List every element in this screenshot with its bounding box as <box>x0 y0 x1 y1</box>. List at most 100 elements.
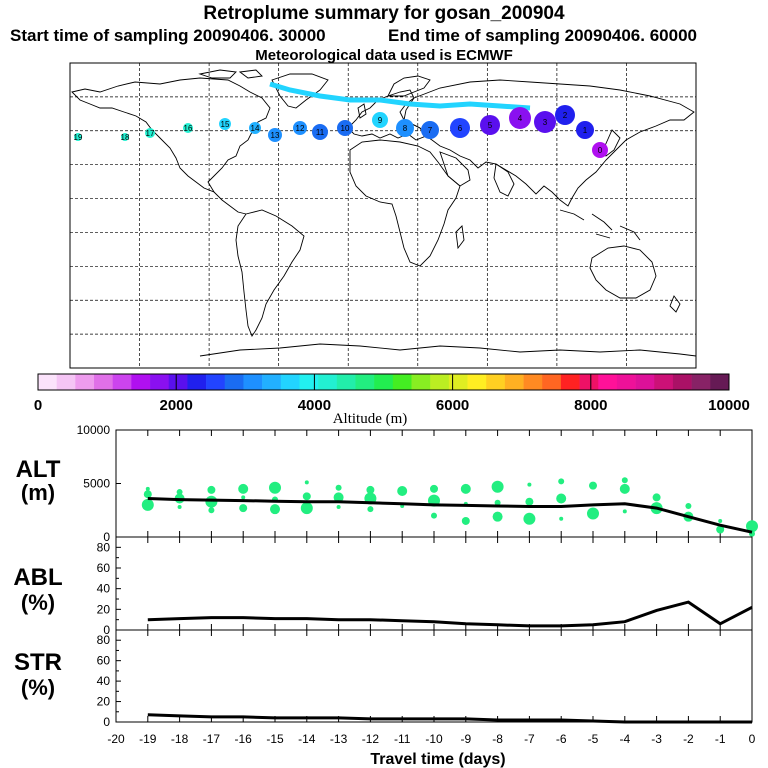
colorbar-swatch <box>336 374 356 390</box>
altitude-scatter-point <box>525 497 534 506</box>
altitude-scatter-point <box>367 506 374 513</box>
colorbar-label: Altitude (m) <box>333 411 408 427</box>
xtick-label: 0 <box>749 732 756 746</box>
str-ytick-label: 20 <box>97 695 111 709</box>
altitude-scatter-point <box>527 482 532 487</box>
altitude-scatter-point <box>397 485 408 496</box>
trajectory-point <box>576 121 594 139</box>
altitude-scatter-point <box>239 504 248 513</box>
colorbar-swatch <box>486 374 506 390</box>
coast-africa <box>349 139 461 267</box>
altitude-scatter-point <box>304 480 309 485</box>
coast-india <box>493 163 515 197</box>
altitude-scatter-point <box>141 498 154 511</box>
abl-ytick-label: 60 <box>97 561 111 575</box>
trajectory-point <box>121 133 129 141</box>
trajectory-point <box>396 119 414 137</box>
colorbar-swatch <box>280 374 300 390</box>
colorbar-swatch <box>523 374 543 390</box>
altitude-scatter-point <box>238 483 249 494</box>
xtick-label: -12 <box>362 732 380 746</box>
coast-scandinavia <box>387 75 431 97</box>
alt-ytick-label: 10000 <box>77 423 111 437</box>
colorbar-swatch <box>504 374 524 390</box>
coast-indonesia <box>559 209 641 241</box>
altitude-scatter-point <box>205 495 218 508</box>
altitude-scatter-point <box>622 509 627 514</box>
colorbar-swatch <box>150 374 170 390</box>
altitude-scatter-point <box>746 520 758 533</box>
trajectory-point <box>372 112 388 128</box>
colorbar-swatch <box>542 374 562 390</box>
trajectory-path-arctic <box>269 81 531 111</box>
xtick-label: -4 <box>619 732 630 746</box>
colorbar-swatch <box>374 374 394 390</box>
trajectory-point <box>145 128 155 138</box>
str-ytick-label: 0 <box>103 715 110 729</box>
alt-series-line <box>147 497 753 534</box>
trajectory-day-label: 18 <box>121 133 130 142</box>
altitude-colorbar: 0 2000 4000 6000 8000 10000 <box>34 373 750 414</box>
xtick-label: -16 <box>235 732 253 746</box>
colorbar-swatch <box>411 374 431 390</box>
altitude-scatter-point <box>208 507 215 514</box>
trajectory-point <box>183 123 193 133</box>
trajectory-day-label: 19 <box>74 133 83 142</box>
xtick-label: -2 <box>683 732 694 746</box>
colorbar-swatch <box>206 374 226 390</box>
trajectory-point <box>312 124 328 140</box>
trajectory-day-label: 17 <box>146 129 155 138</box>
abl-panel-unit: (%) <box>21 590 55 615</box>
altitude-scatter-point <box>716 525 725 534</box>
colorbar-swatch <box>131 374 151 390</box>
trajectory-point <box>268 128 282 142</box>
xtick-label: -11 <box>394 732 411 746</box>
altitude-scatter-point <box>302 492 311 501</box>
colorbar-swatch <box>430 374 450 390</box>
altitude-scatter-point <box>587 507 599 520</box>
colorbar-swatch <box>168 374 188 390</box>
end-time-label: End time of sampling 20090406. 60000 <box>388 26 697 45</box>
abl-panel: 80 60 40 20 0 <box>97 536 753 637</box>
altitude-scatter-point <box>556 493 567 504</box>
xtick-label: -8 <box>492 732 503 746</box>
trajectory-day-label: 2 <box>563 111 568 120</box>
trajectory-day-label: 9 <box>378 116 383 125</box>
trajectory-day-label: 11 <box>316 128 325 137</box>
trajectory-day-label: 3 <box>543 118 548 127</box>
trajectory-point <box>74 133 82 141</box>
altitude-scatter-point <box>460 483 471 494</box>
abl-panel-frame <box>115 536 753 631</box>
colorbar-swatch <box>224 374 244 390</box>
colorbar-swatch <box>672 374 692 390</box>
colorbar-swatch <box>467 374 487 390</box>
trajectory-point <box>509 107 531 129</box>
alt-panel: 10000 5000 0 <box>77 423 758 544</box>
alt-panel-unit: (m) <box>21 480 55 505</box>
colorbar-swatch <box>38 374 57 390</box>
colorbar-swatch <box>112 374 132 390</box>
alt-ytick-label: 5000 <box>83 477 110 491</box>
colorbar-swatch <box>616 374 636 390</box>
altitude-scatter-point <box>335 484 342 491</box>
trajectory-day-label: 1 <box>583 126 588 135</box>
altitude-scatter-point <box>492 511 503 522</box>
altitude-scatter-point <box>333 492 344 503</box>
colorbar-swatch <box>710 374 730 390</box>
trajectory-point <box>421 121 439 139</box>
xtick-label: -19 <box>139 732 157 746</box>
xtick-label: -9 <box>460 732 471 746</box>
coast-uk <box>357 103 367 119</box>
coast-arctic-islands <box>198 69 263 79</box>
colorbar-swatch <box>318 374 338 390</box>
trajectory-point <box>450 118 470 138</box>
colorbar-swatch <box>691 374 711 390</box>
map-frame <box>69 62 697 369</box>
altitude-scatter-point <box>652 493 661 502</box>
colorbar-tick-label: 10000 <box>708 397 750 414</box>
trajectory-day-label: 12 <box>296 124 305 133</box>
colorbar-swatch <box>392 374 412 390</box>
xtick-label: -5 <box>588 732 599 746</box>
trajectory-point <box>249 122 261 134</box>
